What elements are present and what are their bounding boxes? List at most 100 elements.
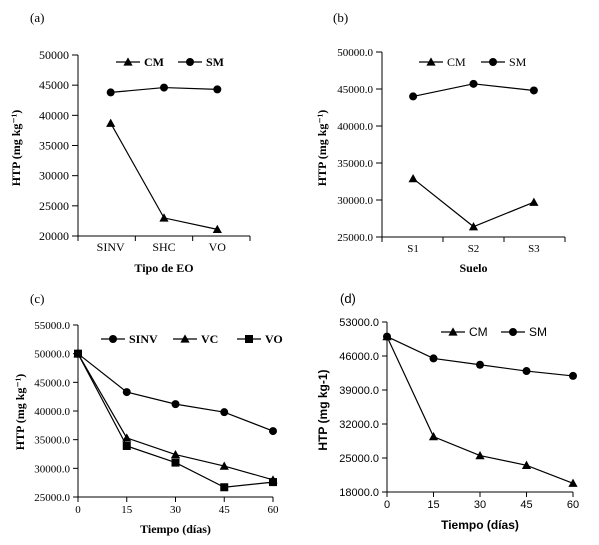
data-point bbox=[476, 360, 484, 369]
x-tick-label: S1 bbox=[407, 243, 419, 255]
data-point bbox=[469, 79, 478, 88]
x-tick-label: 30 bbox=[474, 499, 486, 511]
x-tick-label: S2 bbox=[468, 243, 480, 255]
legend-entry: SINV bbox=[129, 332, 158, 346]
x-tick-label: SHC bbox=[152, 240, 175, 254]
data-point bbox=[468, 222, 479, 231]
x-tick-label: 45 bbox=[520, 499, 532, 511]
y-tick-label: 40000.0 bbox=[337, 121, 373, 133]
series-line bbox=[77, 353, 274, 432]
y-tick-label: 45000.0 bbox=[337, 84, 373, 96]
chart-panel-d: (d) 18000.0 25000.0 32000.0 39000.0 46000.0 53… bbox=[316, 291, 579, 532]
data-point bbox=[529, 197, 539, 206]
x-tick-label: 60 bbox=[567, 499, 579, 511]
x-axis-label: Tiempo (días) bbox=[140, 522, 211, 536]
y-tick-label: 50000.0 bbox=[34, 349, 70, 361]
data-point bbox=[269, 478, 277, 487]
series-cm bbox=[408, 173, 539, 231]
y-tick-label: 25000.0 bbox=[34, 492, 70, 504]
series-sm bbox=[383, 332, 577, 380]
y-tick-label: 50000 bbox=[39, 48, 69, 62]
y-tick-label: 30000.0 bbox=[34, 463, 70, 475]
series-sm bbox=[409, 79, 538, 101]
y-tick-label: 25000 bbox=[39, 199, 69, 213]
y-tick-label: 50000.0 bbox=[337, 47, 373, 59]
data-point bbox=[106, 118, 116, 127]
data-point bbox=[383, 332, 391, 341]
legend-entry: CM bbox=[447, 55, 466, 69]
x-tick-label: S3 bbox=[528, 243, 540, 255]
x-tick-label: 0 bbox=[75, 504, 81, 516]
series-sinv bbox=[74, 349, 277, 436]
x-tick-label: VO bbox=[209, 240, 227, 254]
y-tick-label: 40000 bbox=[39, 108, 69, 122]
legend-marker bbox=[109, 335, 117, 343]
y-tick-label: 45000.0 bbox=[34, 377, 70, 389]
data-point bbox=[171, 400, 180, 409]
series-cm bbox=[382, 331, 578, 487]
data-point bbox=[220, 408, 229, 417]
x-tick-label: 30 bbox=[170, 504, 182, 516]
y-tick-label: 20000 bbox=[39, 229, 69, 243]
x-tick-label: 60 bbox=[268, 504, 280, 516]
data-point bbox=[409, 92, 418, 101]
legend-entry: VC bbox=[201, 332, 218, 346]
y-axis-label: HTP (mg kg⁻¹) bbox=[315, 110, 329, 187]
panel-label: (c) bbox=[30, 291, 44, 306]
series-line bbox=[77, 353, 274, 488]
legend-marker bbox=[426, 57, 436, 66]
y-tick-label: 18000.0 bbox=[339, 487, 379, 499]
legend: CM SM bbox=[116, 55, 224, 69]
x-tick-label: SINV bbox=[97, 240, 125, 254]
panel-label: (b) bbox=[333, 10, 348, 25]
chart-panel-c: (c) 25000.0 30000.0 35000.0 40000.0 45000.0 50… bbox=[13, 291, 283, 536]
y-tick-label: 35000.0 bbox=[337, 158, 373, 170]
y-tick-label: 32000.0 bbox=[339, 419, 379, 431]
data-point bbox=[122, 441, 131, 450]
data-point bbox=[269, 427, 277, 436]
x-tick-label: 15 bbox=[121, 504, 133, 516]
data-point bbox=[521, 460, 532, 469]
y-tick-label: 40000.0 bbox=[34, 406, 70, 418]
y-tick-label: 46000.0 bbox=[339, 351, 379, 363]
legend-marker bbox=[509, 328, 517, 336]
data-point bbox=[429, 354, 438, 363]
legend-entry: VO bbox=[265, 332, 283, 346]
legend-marker bbox=[186, 58, 194, 66]
data-point bbox=[106, 88, 115, 97]
y-axis-label: HTP (mg kg-1) bbox=[316, 369, 330, 450]
series-line bbox=[386, 336, 574, 484]
data-point bbox=[159, 213, 169, 222]
legend: CM SM bbox=[419, 55, 527, 69]
data-point bbox=[568, 478, 578, 487]
data-point bbox=[428, 432, 439, 441]
y-axis-label: HTP (mg kg⁻¹) bbox=[9, 110, 23, 187]
y-tick-label: 35000.0 bbox=[34, 435, 70, 447]
data-point bbox=[522, 367, 531, 376]
legend: CM SM bbox=[441, 325, 547, 339]
data-point bbox=[122, 388, 131, 397]
y-tick-label: 53000.0 bbox=[339, 317, 379, 329]
series-vo bbox=[74, 349, 277, 492]
data-point bbox=[212, 224, 222, 234]
x-tick-label: 0 bbox=[384, 499, 390, 511]
legend-marker bbox=[448, 327, 458, 336]
chart-panel-b: (b) 25000.0 30000.0 35000.0 40000.0 45000.0 50… bbox=[315, 10, 566, 275]
data-point bbox=[213, 85, 222, 94]
y-tick-label: 30000 bbox=[39, 169, 69, 183]
data-point bbox=[160, 83, 168, 92]
legend-entry: CM bbox=[469, 325, 488, 339]
y-tick-label: 30000.0 bbox=[337, 195, 373, 207]
x-axis-label: Tiempo (días) bbox=[441, 518, 519, 532]
y-tick-label: 39000.0 bbox=[339, 385, 379, 397]
legend-marker bbox=[245, 335, 253, 343]
data-point bbox=[475, 450, 485, 460]
legend: SINV VC VO bbox=[101, 332, 283, 346]
y-tick-label: 25000.0 bbox=[337, 232, 373, 244]
y-tick-label: 35000 bbox=[39, 139, 69, 153]
legend-entry: SM bbox=[206, 55, 224, 69]
y-tick-label: 55000.0 bbox=[34, 320, 70, 332]
series-sm bbox=[106, 83, 222, 97]
panel-label: (a) bbox=[30, 10, 44, 25]
